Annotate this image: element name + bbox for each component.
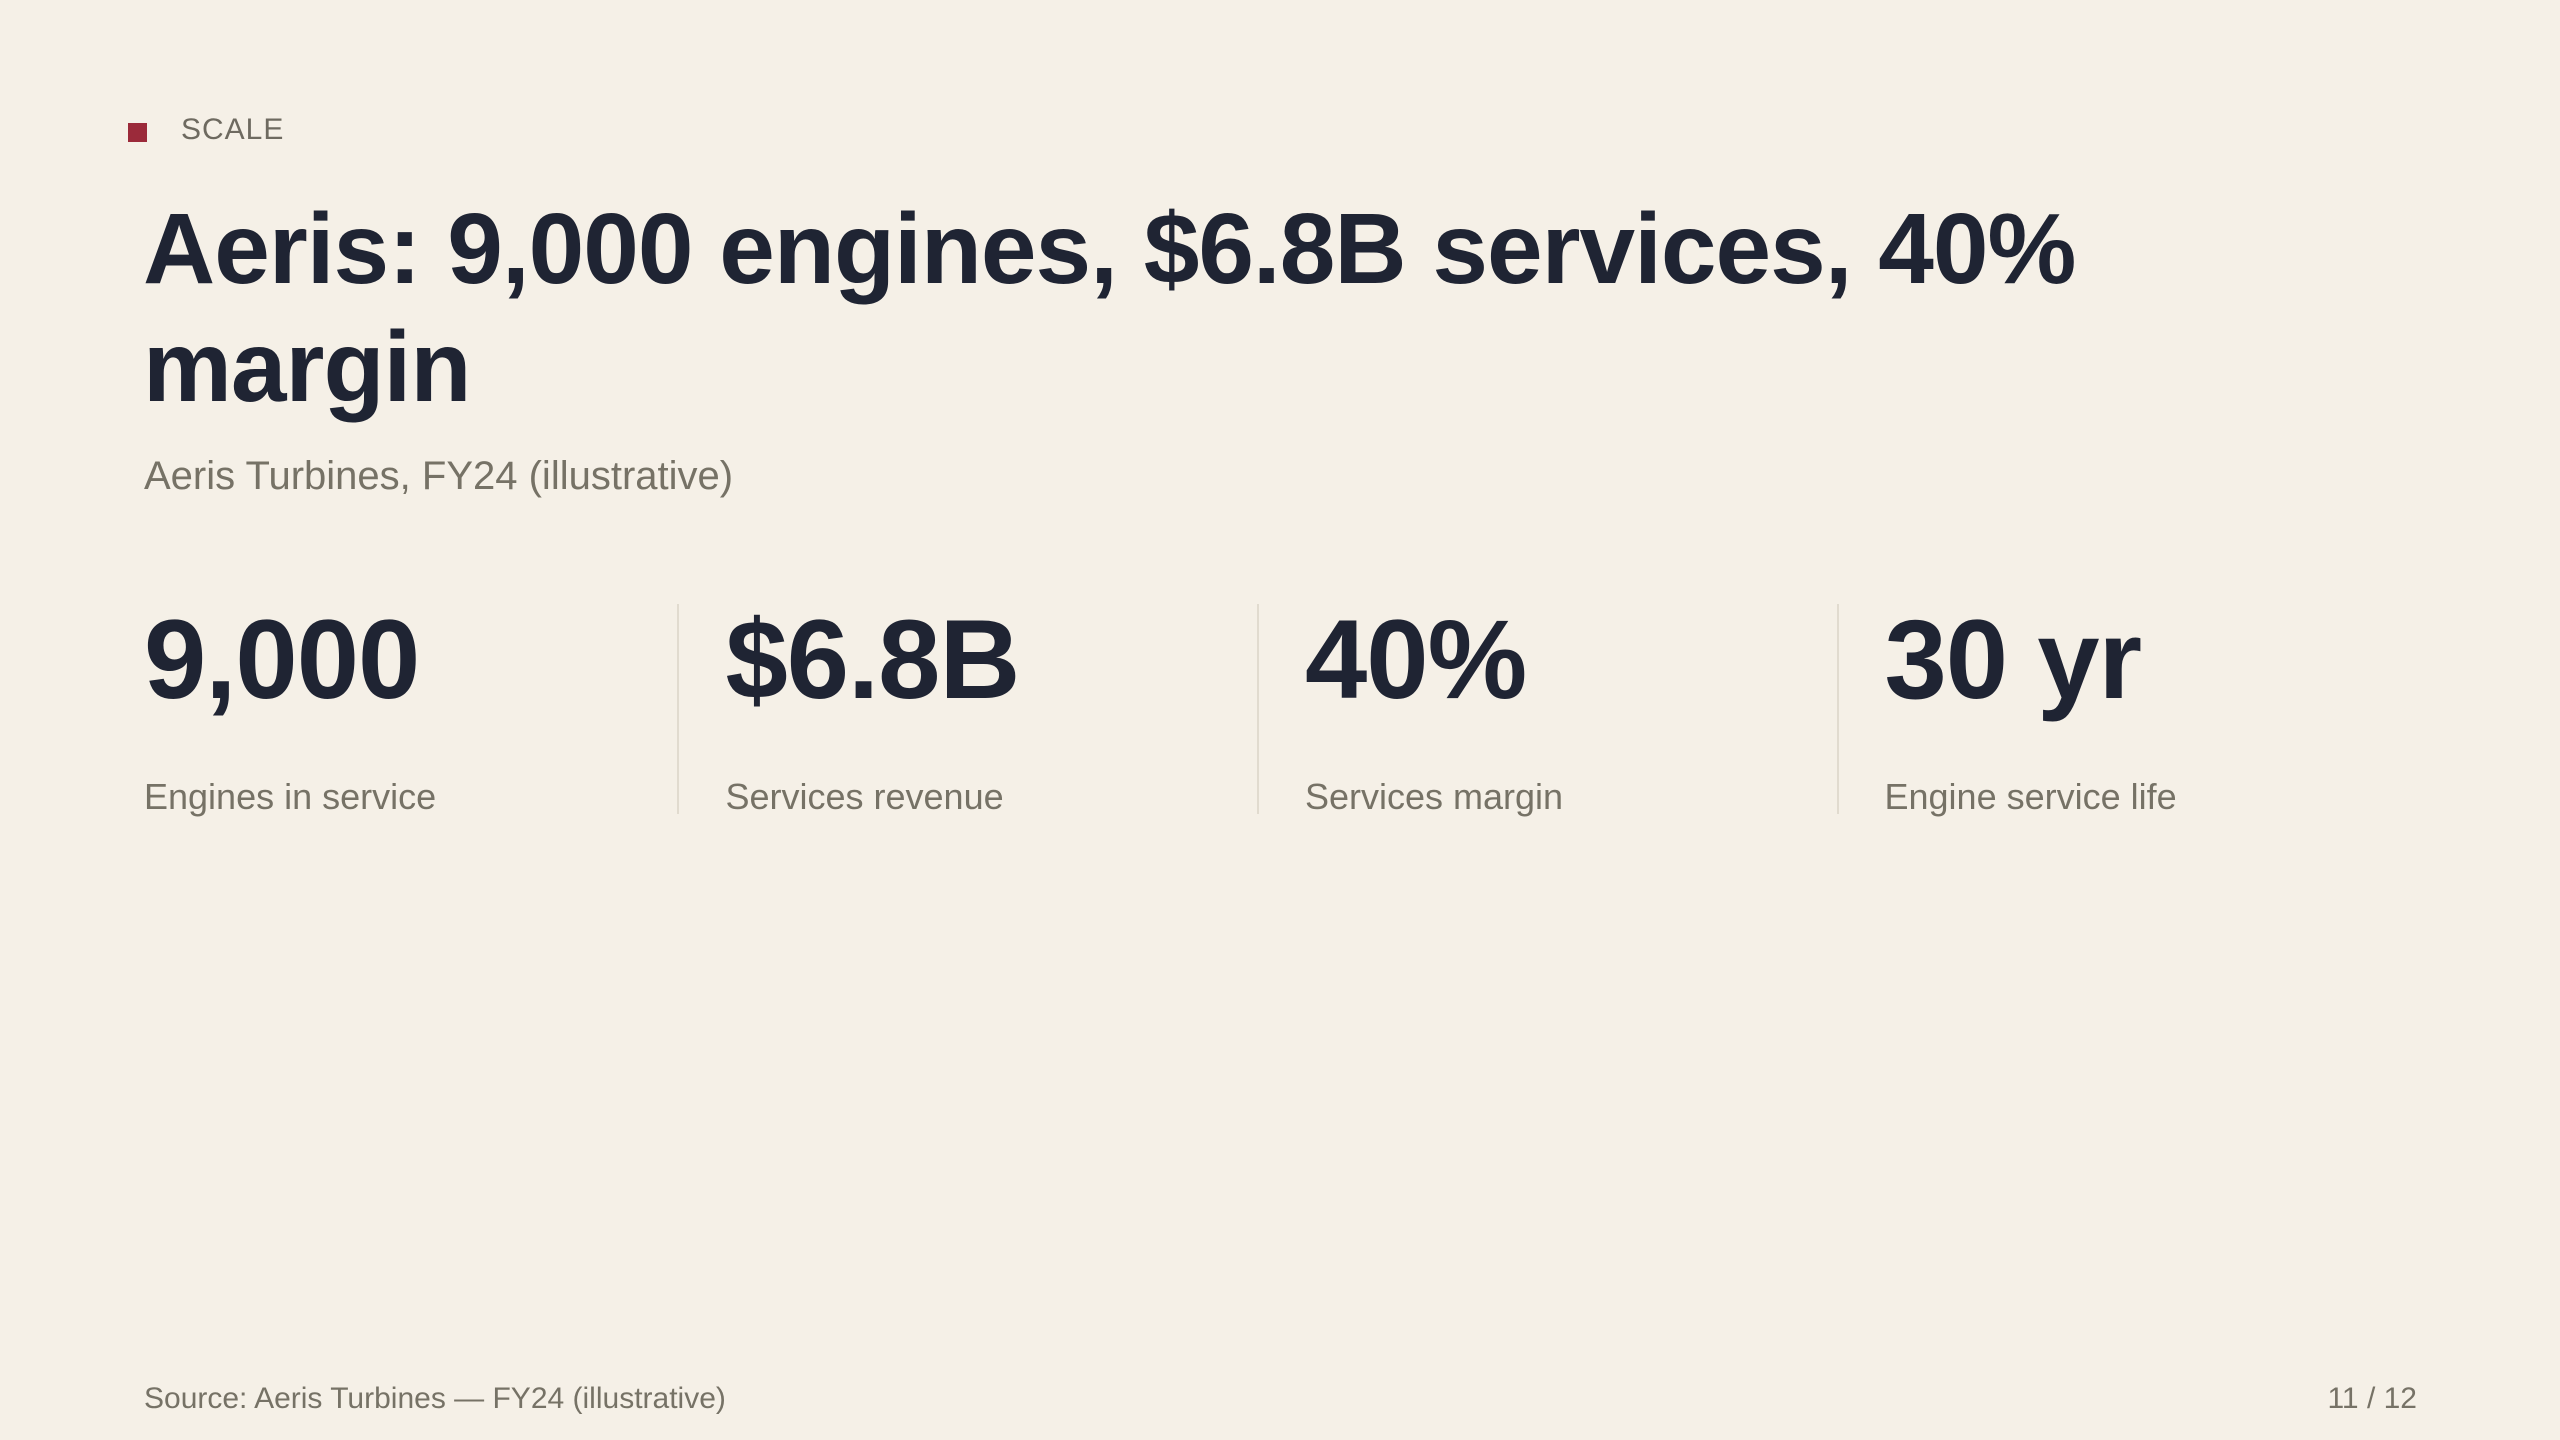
metric-label: Engines in service [144, 776, 437, 817]
metric-service-life: 30 yr Engine service life [1836, 597, 2417, 817]
metric-value: $6.8B [725, 597, 1020, 722]
metric-label: Services revenue [725, 776, 1004, 817]
metric-value: 30 yr [1884, 597, 2143, 722]
section-label: SCALE [181, 113, 285, 146]
slide-subtitle: Aeris Turbines, FY24 (illustrative) [144, 454, 734, 498]
metrics-row: 9,000 Engines in service $6.8B Services … [144, 597, 2417, 818]
metric-label: Services margin [1304, 776, 1564, 817]
metric-value: 40% [1304, 597, 1527, 722]
metric-engines: 9,000 Engines in service [144, 597, 677, 818]
square-accent-icon [128, 122, 147, 142]
metric-services-revenue: $6.8B Services revenue [677, 597, 1257, 817]
metric-services-margin: 40% Services margin [1256, 597, 1837, 817]
source-note: Source: Aeris Turbines — FY24 (illustrat… [144, 1382, 726, 1415]
metric-value: 9,000 [144, 597, 420, 722]
section-eyebrow: SCALE [128, 110, 284, 150]
metric-label: Engine service life [1884, 776, 2177, 817]
page-number: 11 / 12 [2327, 1382, 2417, 1415]
slide-title: Aeris: 9,000 engines, $6.8B services, 40… [143, 193, 2076, 423]
